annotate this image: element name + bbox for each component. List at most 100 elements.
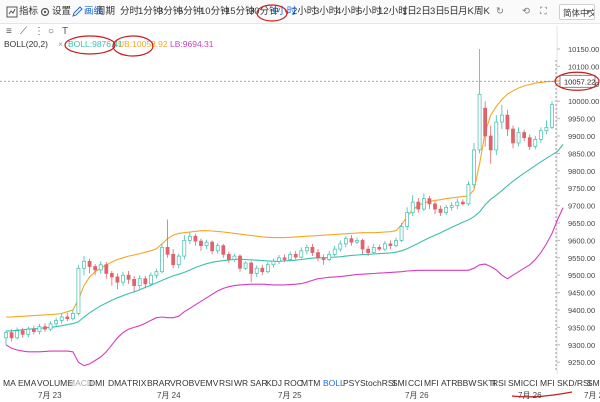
- line-tool-icon[interactable]: ≡: [6, 26, 12, 37]
- tab-23[interactable]: ATR: [441, 378, 458, 388]
- date-axis: 7月 23 7月 24 7月 25 7月 26 7月 26 7月 2: [0, 390, 600, 402]
- candle-body: [20, 330, 25, 335]
- tab-21[interactable]: CCI: [408, 378, 423, 388]
- chevron-down-icon: ▼: [585, 9, 592, 16]
- settings-button[interactable]: 设置: [52, 6, 72, 17]
- candle-body: [310, 247, 315, 253]
- candle-body: [505, 114, 510, 130]
- ub-highlight-ellipse: [112, 35, 154, 57]
- tab-25[interactable]: SKTI: [477, 378, 496, 388]
- period-1[interactable]: 1分钟: [138, 6, 163, 17]
- tab-10[interactable]: EMV: [200, 378, 219, 388]
- tab-17[interactable]: BOLL: [323, 378, 345, 388]
- tab-11[interactable]: RSI: [219, 378, 234, 388]
- candle-body: [299, 250, 304, 258]
- candle-body: [316, 252, 320, 259]
- y-tick-label: 9450.00: [568, 289, 595, 298]
- period-7[interactable]: 1小时: [272, 6, 297, 17]
- period-9[interactable]: 3小时: [314, 6, 339, 17]
- ray-tool-icon[interactable]: ⟋: [20, 26, 27, 37]
- candle-body: [171, 253, 176, 266]
- period-15[interactable]: 3日: [430, 6, 445, 17]
- language-select[interactable]: 简体中文 ▼: [559, 4, 595, 20]
- candle-body: [494, 121, 499, 151]
- tab-16[interactable]: MTM: [301, 378, 321, 388]
- tab-1[interactable]: EMA: [18, 378, 37, 388]
- period-16[interactable]: 5日: [444, 6, 459, 17]
- tab-13[interactable]: SAR: [250, 378, 268, 388]
- candle-body: [4, 332, 8, 339]
- candle-body: [466, 184, 471, 205]
- period-14[interactable]: 2日: [416, 6, 431, 17]
- tab-27[interactable]: SMI: [508, 378, 524, 388]
- period-3[interactable]: 5分钟: [178, 6, 203, 17]
- period-17[interactable]: 月K: [458, 6, 474, 17]
- tab-18[interactable]: PSY: [343, 378, 361, 388]
- shape-tool-icon[interactable]: ○: [48, 26, 55, 37]
- candle-body: [444, 206, 449, 213]
- period-4[interactable]: 10分钟: [200, 6, 230, 17]
- price-tag-box: [559, 74, 596, 88]
- tab-31[interactable]: SMI: [587, 378, 600, 388]
- tab-12[interactable]: WR: [234, 378, 249, 388]
- indicator-button[interactable]: 指标: [19, 6, 39, 17]
- undo-icon[interactable]: ⟲: [522, 6, 530, 17]
- indicator-name: BOLL(20,2): [4, 39, 48, 49]
- tab-24[interactable]: BBW: [457, 378, 477, 388]
- fullscreen-icon[interactable]: ⛶: [540, 6, 547, 17]
- candle-body: [254, 267, 259, 274]
- tab-29[interactable]: MFI: [540, 378, 555, 388]
- draw-button[interactable]: 画线: [84, 6, 104, 17]
- fib-tool-icon[interactable]: ⋮: [34, 26, 44, 37]
- tab-14[interactable]: KDJ: [266, 378, 283, 388]
- tab-20[interactable]: SMI: [392, 378, 408, 388]
- period-11[interactable]: 6小时: [357, 6, 382, 17]
- close-icon[interactable]: ×: [58, 39, 63, 49]
- tab-7[interactable]: BRAR: [147, 378, 171, 388]
- tab-4[interactable]: DMI: [89, 378, 105, 388]
- period-8[interactable]: 2小时: [292, 6, 317, 17]
- period-2[interactable]: 3分钟: [158, 6, 183, 17]
- candle-body: [226, 253, 231, 260]
- candle-body: [82, 260, 86, 269]
- text-tool-icon[interactable]: T: [62, 26, 69, 37]
- candle-body: [377, 247, 382, 250]
- tab-15[interactable]: ROC: [284, 378, 303, 388]
- period-5[interactable]: 15分钟: [225, 6, 255, 17]
- period-12[interactable]: 12小时: [378, 6, 408, 17]
- candle-body: [265, 264, 270, 273]
- y-tick-label: 9600.00: [568, 236, 595, 245]
- y-tick-label: 10150.00: [568, 45, 599, 54]
- tab-6[interactable]: TRIX: [127, 378, 147, 388]
- tab-0[interactable]: MA: [3, 378, 16, 388]
- tab-5[interactable]: DMA: [108, 378, 127, 388]
- tab-8[interactable]: VR: [170, 378, 182, 388]
- candle-body: [371, 247, 376, 253]
- candle-body: [460, 201, 465, 205]
- language-value: 简体中文: [563, 8, 595, 18]
- period-13[interactable]: 1日: [402, 6, 417, 17]
- candle-body: [277, 257, 281, 262]
- period-label: 周期: [96, 6, 116, 17]
- period-10[interactable]: 4小时: [336, 6, 361, 17]
- tab-28[interactable]: CCI: [523, 378, 538, 388]
- tab-22[interactable]: MFI: [424, 378, 439, 388]
- candle-body: [9, 332, 14, 339]
- tab-9[interactable]: OBV: [182, 378, 200, 388]
- date-label-4: 7月 26: [518, 391, 542, 400]
- period-0[interactable]: 分时: [120, 6, 140, 17]
- tab-3[interactable]: MACD: [68, 378, 94, 388]
- lower-band-line: [5, 207, 564, 367]
- tab-2[interactable]: VOLUME: [37, 378, 73, 388]
- candle-body: [433, 203, 437, 210]
- tab-26[interactable]: RSI: [492, 378, 507, 388]
- tab-30[interactable]: SKD/RSI: [557, 378, 592, 388]
- tab-19[interactable]: StochRSI: [360, 378, 396, 388]
- candle-body: [438, 208, 443, 213]
- candle-body: [70, 313, 75, 320]
- period-6[interactable]: 30分钟: [249, 6, 279, 17]
- period-18[interactable]: 周K: [474, 6, 490, 17]
- candle-body: [154, 271, 159, 276]
- refresh-icon[interactable]: ↻: [496, 6, 504, 17]
